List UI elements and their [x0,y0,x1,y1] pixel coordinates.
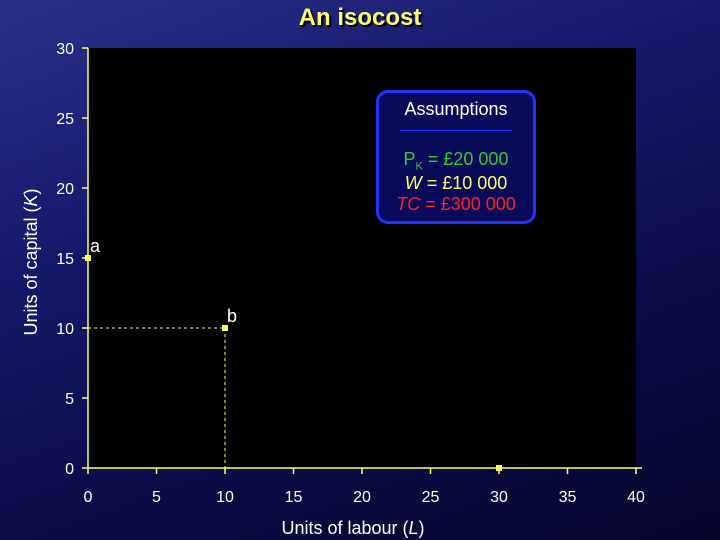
x-tick-label: 10 [216,489,234,506]
total-cost: TC = £300 000 [379,194,533,215]
x-tick-label: 5 [152,489,161,506]
x-tick-label: 20 [353,489,371,506]
pk-value: = £20 000 [422,149,509,169]
x-tick-label: 35 [559,489,577,506]
price-of-capital: PK = £20 000 [379,149,533,173]
y-tick-label: 25 [56,111,74,128]
y-tick-label: 30 [56,41,74,58]
x-tick-label: 0 [84,489,93,506]
y-tick-label: 0 [65,461,74,478]
x-axis-label: Units of labour (L) [281,518,424,538]
assumptions-heading: Assumptions [404,99,508,119]
slide-title: An isocost [298,4,422,31]
y-axis-label-end: ) [21,188,41,194]
data-point [496,465,502,471]
wage-rate: W = £10 000 [379,173,533,194]
tc-label: TC [396,193,421,214]
point-label: a [90,236,101,256]
y-axis-label: Units of capital (K) [21,188,41,335]
y-axis-label-var: K [21,193,41,206]
y-tick-label: 15 [56,251,74,268]
data-point [85,255,91,261]
x-axis-label-main: Units of labour ( [281,518,408,538]
data-point [222,325,228,331]
x-tick-label: 40 [627,489,645,506]
y-tick-label: 20 [56,181,74,198]
w-label: W [404,172,422,193]
y-tick-label: 10 [56,321,74,338]
y-axis-label-main: Units of capital ( [21,206,41,335]
x-tick-label: 30 [490,489,508,506]
x-tick-label: 15 [285,489,303,506]
x-tick-label: 25 [422,489,440,506]
w-value: = £10 000 [421,172,508,193]
point-label: b [227,306,237,326]
assumptions-divider [400,130,512,131]
plot-area [88,48,636,468]
x-axis-label-var: L [409,518,419,538]
pk-label: P [403,149,416,169]
x-axis-label-end: ) [419,518,425,538]
pk-subscript: K [415,160,423,173]
assumptions-box: Assumptions PK = £20 000 W = £10 000 TC … [376,90,536,224]
tc-value: = £300 000 [420,193,516,214]
y-tick-label: 5 [65,391,74,408]
